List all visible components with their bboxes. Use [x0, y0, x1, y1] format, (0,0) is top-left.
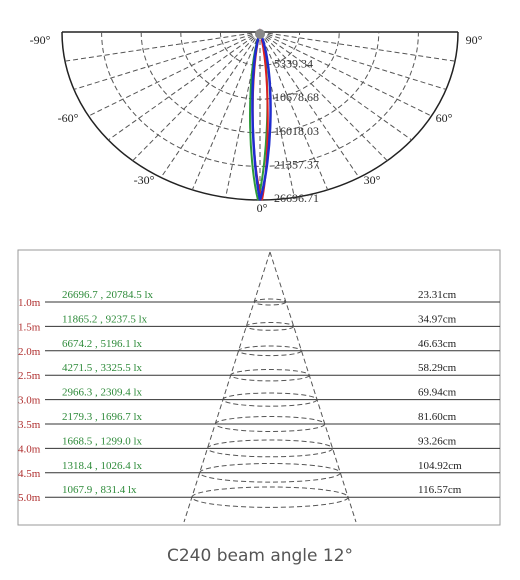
radial-line [64, 31, 261, 62]
distance-label: 2.0m [18, 346, 41, 358]
distance-table: 1.0m 26696.7 , 20784.5 lx 23.31cm 1.5m 11865… [18, 251, 500, 523]
ring-label: 5339.34 [274, 57, 313, 71]
caption: C240 beam angle 12° [167, 546, 353, 566]
angle-label: 90° [466, 33, 483, 47]
radial-line [259, 31, 329, 191]
ring-label: 10678.68 [274, 90, 319, 104]
angle-label: 30° [364, 173, 381, 187]
illuminance-label: 1067.9 , 831.4 lx [62, 484, 137, 496]
diameter-label: 23.31cm [418, 289, 457, 301]
illuminance-label: 1668.5 , 1299.0 lx [62, 435, 143, 447]
radial-line [259, 31, 456, 62]
radial-line [259, 31, 412, 141]
diameter-label: 69.94cm [418, 387, 457, 399]
illuminance-label: 6674.2 , 5196.1 lx [62, 338, 143, 350]
polar-grid [64, 31, 456, 200]
distance-label: 2.5m [18, 370, 41, 382]
radial-line [108, 31, 261, 141]
ring-label: 21357.37 [274, 157, 319, 171]
radial-line [259, 31, 447, 90]
distance-label: 3.0m [18, 395, 41, 407]
angle-label: -60° [58, 111, 79, 125]
beam-ellipse [245, 322, 295, 331]
ring-label: 26696.71 [274, 191, 319, 205]
cone-edge [269, 251, 357, 523]
radial-line [259, 31, 360, 178]
beam-ellipse [199, 463, 341, 483]
beam-ellipse [191, 486, 349, 508]
diameter-label: 58.29cm [418, 362, 457, 374]
radial-line [73, 31, 261, 90]
radial-line [160, 31, 261, 178]
distance-box [17, 249, 501, 526]
illuminance-label: 2966.3 , 2309.4 lx [62, 387, 143, 399]
center-dot [255, 29, 265, 39]
beam-ellipse [230, 369, 310, 382]
distance-label: 4.0m [18, 443, 41, 455]
beam-ellipse [222, 392, 318, 407]
diameter-label: 116.57cm [418, 484, 462, 496]
illuminance-label: 26696.7 , 20784.5 lx [62, 289, 154, 301]
ring-label: 16018.03 [274, 124, 319, 138]
distance-label: 3.5m [18, 419, 41, 431]
cone-edge [183, 251, 271, 523]
illuminance-label: 1318.4 , 1026.4 lx [62, 460, 143, 472]
beam-ellipse [253, 298, 287, 306]
beam-ellipse [214, 416, 326, 432]
radial-line [259, 31, 388, 162]
angle-label: -30° [134, 173, 155, 187]
diameter-label: 93.26cm [418, 435, 457, 447]
distance-label: 5.0m [18, 492, 41, 504]
illuminance-label: 4271.5 , 3325.5 lx [62, 362, 143, 374]
angle-label: -90° [30, 33, 51, 47]
radial-line [191, 31, 261, 191]
beam-ellipse [238, 345, 302, 357]
diameter-label: 46.63cm [418, 338, 457, 350]
radial-line [132, 31, 261, 162]
diameter-label: 34.97cm [418, 313, 457, 325]
radial-line [88, 31, 261, 117]
blue-curve [251, 28, 272, 201]
distance-label: 1.0m [18, 297, 41, 309]
ring [101, 31, 419, 167]
beam-ellipse [206, 439, 334, 458]
illuminance-label: 11865.2 , 9237.5 lx [62, 313, 148, 325]
angle-label: 60° [436, 111, 453, 125]
diameter-label: 81.60cm [418, 411, 457, 423]
diameter-label: 104.92cm [418, 460, 462, 472]
distance-label: 1.5m [18, 321, 41, 333]
angle-label: 0° [257, 201, 268, 215]
illuminance-label: 2179.3 , 1696.7 lx [62, 411, 143, 423]
distance-label: 4.5m [18, 468, 41, 480]
